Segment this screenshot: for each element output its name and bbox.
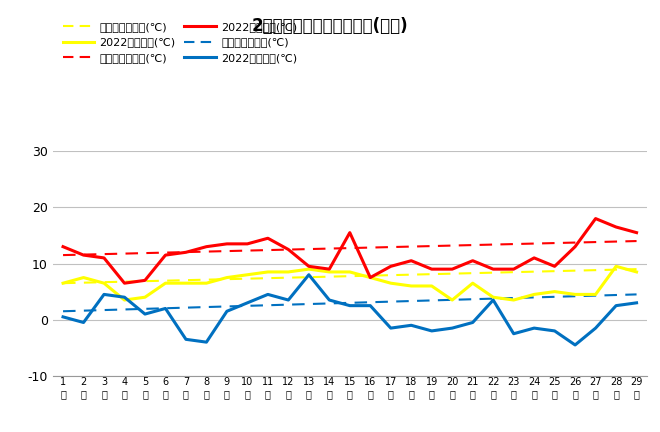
Legend: 平均気温平年値(℃), 2022平均気温(℃), 最高気温平年値(℃), 2022最高気温(℃), 最低気温平年値(℃), 2022最低気温(℃): 平均気温平年値(℃), 2022平均気温(℃), 最高気温平年値(℃), 202… [58,17,302,67]
Text: 2月最高・最低・平均気温(日別): 2月最高・最低・平均気温(日別) [251,17,409,35]
